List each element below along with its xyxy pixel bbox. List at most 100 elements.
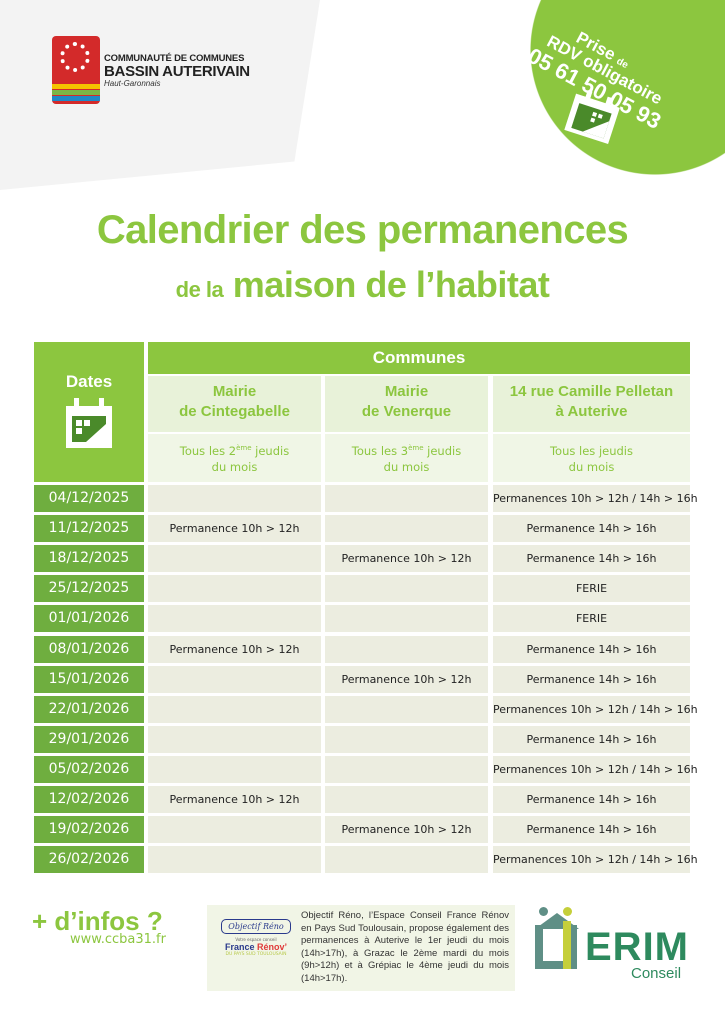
schedule-cell <box>325 786 488 813</box>
schedule-text-3: du mois <box>211 459 258 474</box>
schedule-cell: Permanence 10h > 12h <box>148 635 321 663</box>
date-cell: 25/12/2025 <box>34 575 144 603</box>
column-name-1: Mairie <box>384 383 429 400</box>
schedule-cell: Permanences 10h > 12h / 14h > 16h <box>493 755 698 783</box>
reno-sub: Votre espace conseil <box>235 937 277 942</box>
schedule-cell: Permanence 14h > 16h <box>493 786 690 813</box>
schedule-cell <box>325 725 488 753</box>
logo-line1: COMMUNAUTÉ DE COMMUNES <box>104 52 245 64</box>
date-cell: 19/02/2026 <box>34 816 144 844</box>
schedule-cell <box>148 545 321 573</box>
calendar-icon <box>564 90 620 145</box>
logo-line3: Haut-Garonnais <box>104 78 161 88</box>
date-cell: 05/02/2026 <box>34 755 144 783</box>
date-cell: 08/01/2026 <box>34 635 144 663</box>
schedule-cell <box>148 816 321 844</box>
schedule-text: Tous les 3 <box>351 443 409 458</box>
column-schedule: Tous les jeudis du mois <box>493 434 690 482</box>
date-cell: 12/02/2026 <box>34 786 144 813</box>
schedule-cell <box>148 605 321 633</box>
date-cell: 01/01/2026 <box>34 605 144 633</box>
schedule-cell <box>325 695 488 723</box>
date-cell: 22/01/2026 <box>34 695 144 723</box>
schedule-cell: Permanence 14h > 16h <box>493 816 690 844</box>
schedule-cell: Permanence 10h > 12h <box>325 816 488 844</box>
column-name-2: de Cintegabelle <box>179 403 290 420</box>
schedule-cell: Permanence 14h > 16h <box>493 665 690 693</box>
page-subtitle: de la maison de l’habitat <box>0 264 725 306</box>
schedule-cell <box>148 485 321 512</box>
pays-label: DU PAYS SUD TOULOUSAIN <box>225 952 287 957</box>
schedule-cell: Permanence 10h > 12h <box>325 545 488 573</box>
schedule-cell: FERIE <box>493 575 690 603</box>
objectif-reno-label: Objectif Réno <box>221 919 291 934</box>
schedule-sup: ème <box>408 444 424 452</box>
schedule-text-3: du mois <box>383 459 430 474</box>
france-renov-logo: Objectif Réno Votre espace conseil Franc… <box>221 919 291 957</box>
date-cell: 29/01/2026 <box>34 725 144 753</box>
subtitle-main: maison de l’habitat <box>232 264 550 305</box>
page-title: Calendrier des permanences <box>96 208 629 252</box>
date-cell: 26/02/2026 <box>34 846 144 874</box>
schedule-text: Tous les jeudis <box>549 443 633 458</box>
schedule-cell: Permanences 10h > 12h / 14h > 16h <box>493 695 698 723</box>
schedule-cell <box>325 755 488 783</box>
subtitle-prefix: de la <box>175 277 224 302</box>
schedule-text: Tous les 2 <box>179 443 237 458</box>
schedule-cell <box>148 695 321 723</box>
date-cell: 18/12/2025 <box>34 545 144 573</box>
ccba-logo: COMMUNAUTÉ DE COMMUNES BASSIN AUTERIVAIN… <box>52 36 250 104</box>
schedule-text-2: jeudis <box>251 443 290 458</box>
column-header: 14 rue Camille Pelletan à Auterive <box>493 376 690 432</box>
schedule-cell: Permanence 14h > 16h <box>493 635 690 663</box>
communes-header: Communes <box>148 342 690 374</box>
column-schedule: Tous les 3ème jeudis du mois <box>325 434 488 482</box>
date-cell: 04/12/2025 <box>34 485 144 512</box>
schedule-cell <box>148 846 321 874</box>
schedule-cell <box>325 846 488 874</box>
schedule-cell: Permanence 14h > 16h <box>493 545 690 573</box>
objectif-reno-box: Objectif Réno Votre espace conseil Franc… <box>207 905 515 991</box>
erim-logo: ERIM Conseil <box>535 905 695 985</box>
schedule-sup: ème <box>236 444 252 452</box>
schedule-cell <box>148 665 321 693</box>
dates-header-label: Dates <box>65 372 113 391</box>
column-schedule: Tous les 2ème jeudis du mois <box>148 434 321 482</box>
column-name-1: 14 rue Camille Pelletan <box>509 383 674 400</box>
schedule-cell <box>325 515 488 543</box>
renov-label: Rénov’ <box>257 942 288 952</box>
schedule-cell: Permanences 10h > 12h / 14h > 16h <box>493 485 698 512</box>
reno-description: Objectif Réno, l’Espace Conseil France R… <box>301 910 509 984</box>
logo-line2: BASSIN AUTERIVAIN <box>104 62 250 80</box>
flower-logo-icon <box>52 36 100 104</box>
schedule-cell <box>148 755 321 783</box>
dates-header: Dates <box>34 342 144 482</box>
column-header: Mairie de Venerque <box>325 376 488 432</box>
more-info-label: + d’infos ? <box>32 906 163 936</box>
schedule-cell: Permanences 10h > 12h / 14h > 16h <box>493 846 698 874</box>
date-cell: 15/01/2026 <box>34 665 144 693</box>
erim-name: ERIM <box>585 925 689 969</box>
schedule-cell <box>148 725 321 753</box>
column-header: Mairie de Cintegabelle <box>148 376 321 432</box>
column-name-2: à Auterive <box>555 403 628 420</box>
website-link[interactable]: www.ccba31.fr <box>70 932 166 947</box>
date-cell: 11/12/2025 <box>34 515 144 543</box>
schedule-text-2: jeudis <box>423 443 462 458</box>
schedule-cell <box>325 575 488 603</box>
rdv-badge <box>505 0 725 175</box>
schedule-cell <box>325 485 488 512</box>
schedule-text-3: du mois <box>568 459 615 474</box>
column-name-2: de Venerque <box>361 403 452 420</box>
france-label: France <box>224 942 255 952</box>
schedule-cell <box>325 635 488 663</box>
schedule-cell: Permanence 10h > 12h <box>325 665 488 693</box>
schedule-cell <box>148 575 321 603</box>
schedule-cell: Permanence 10h > 12h <box>148 515 321 543</box>
schedule-cell: FERIE <box>493 605 690 633</box>
column-name-1: Mairie <box>212 383 257 400</box>
erim-sub: Conseil <box>631 965 682 982</box>
schedule-cell <box>325 605 488 633</box>
schedule-cell: Permanence 14h > 16h <box>493 725 690 753</box>
schedule-cell: Permanence 10h > 12h <box>148 786 321 813</box>
